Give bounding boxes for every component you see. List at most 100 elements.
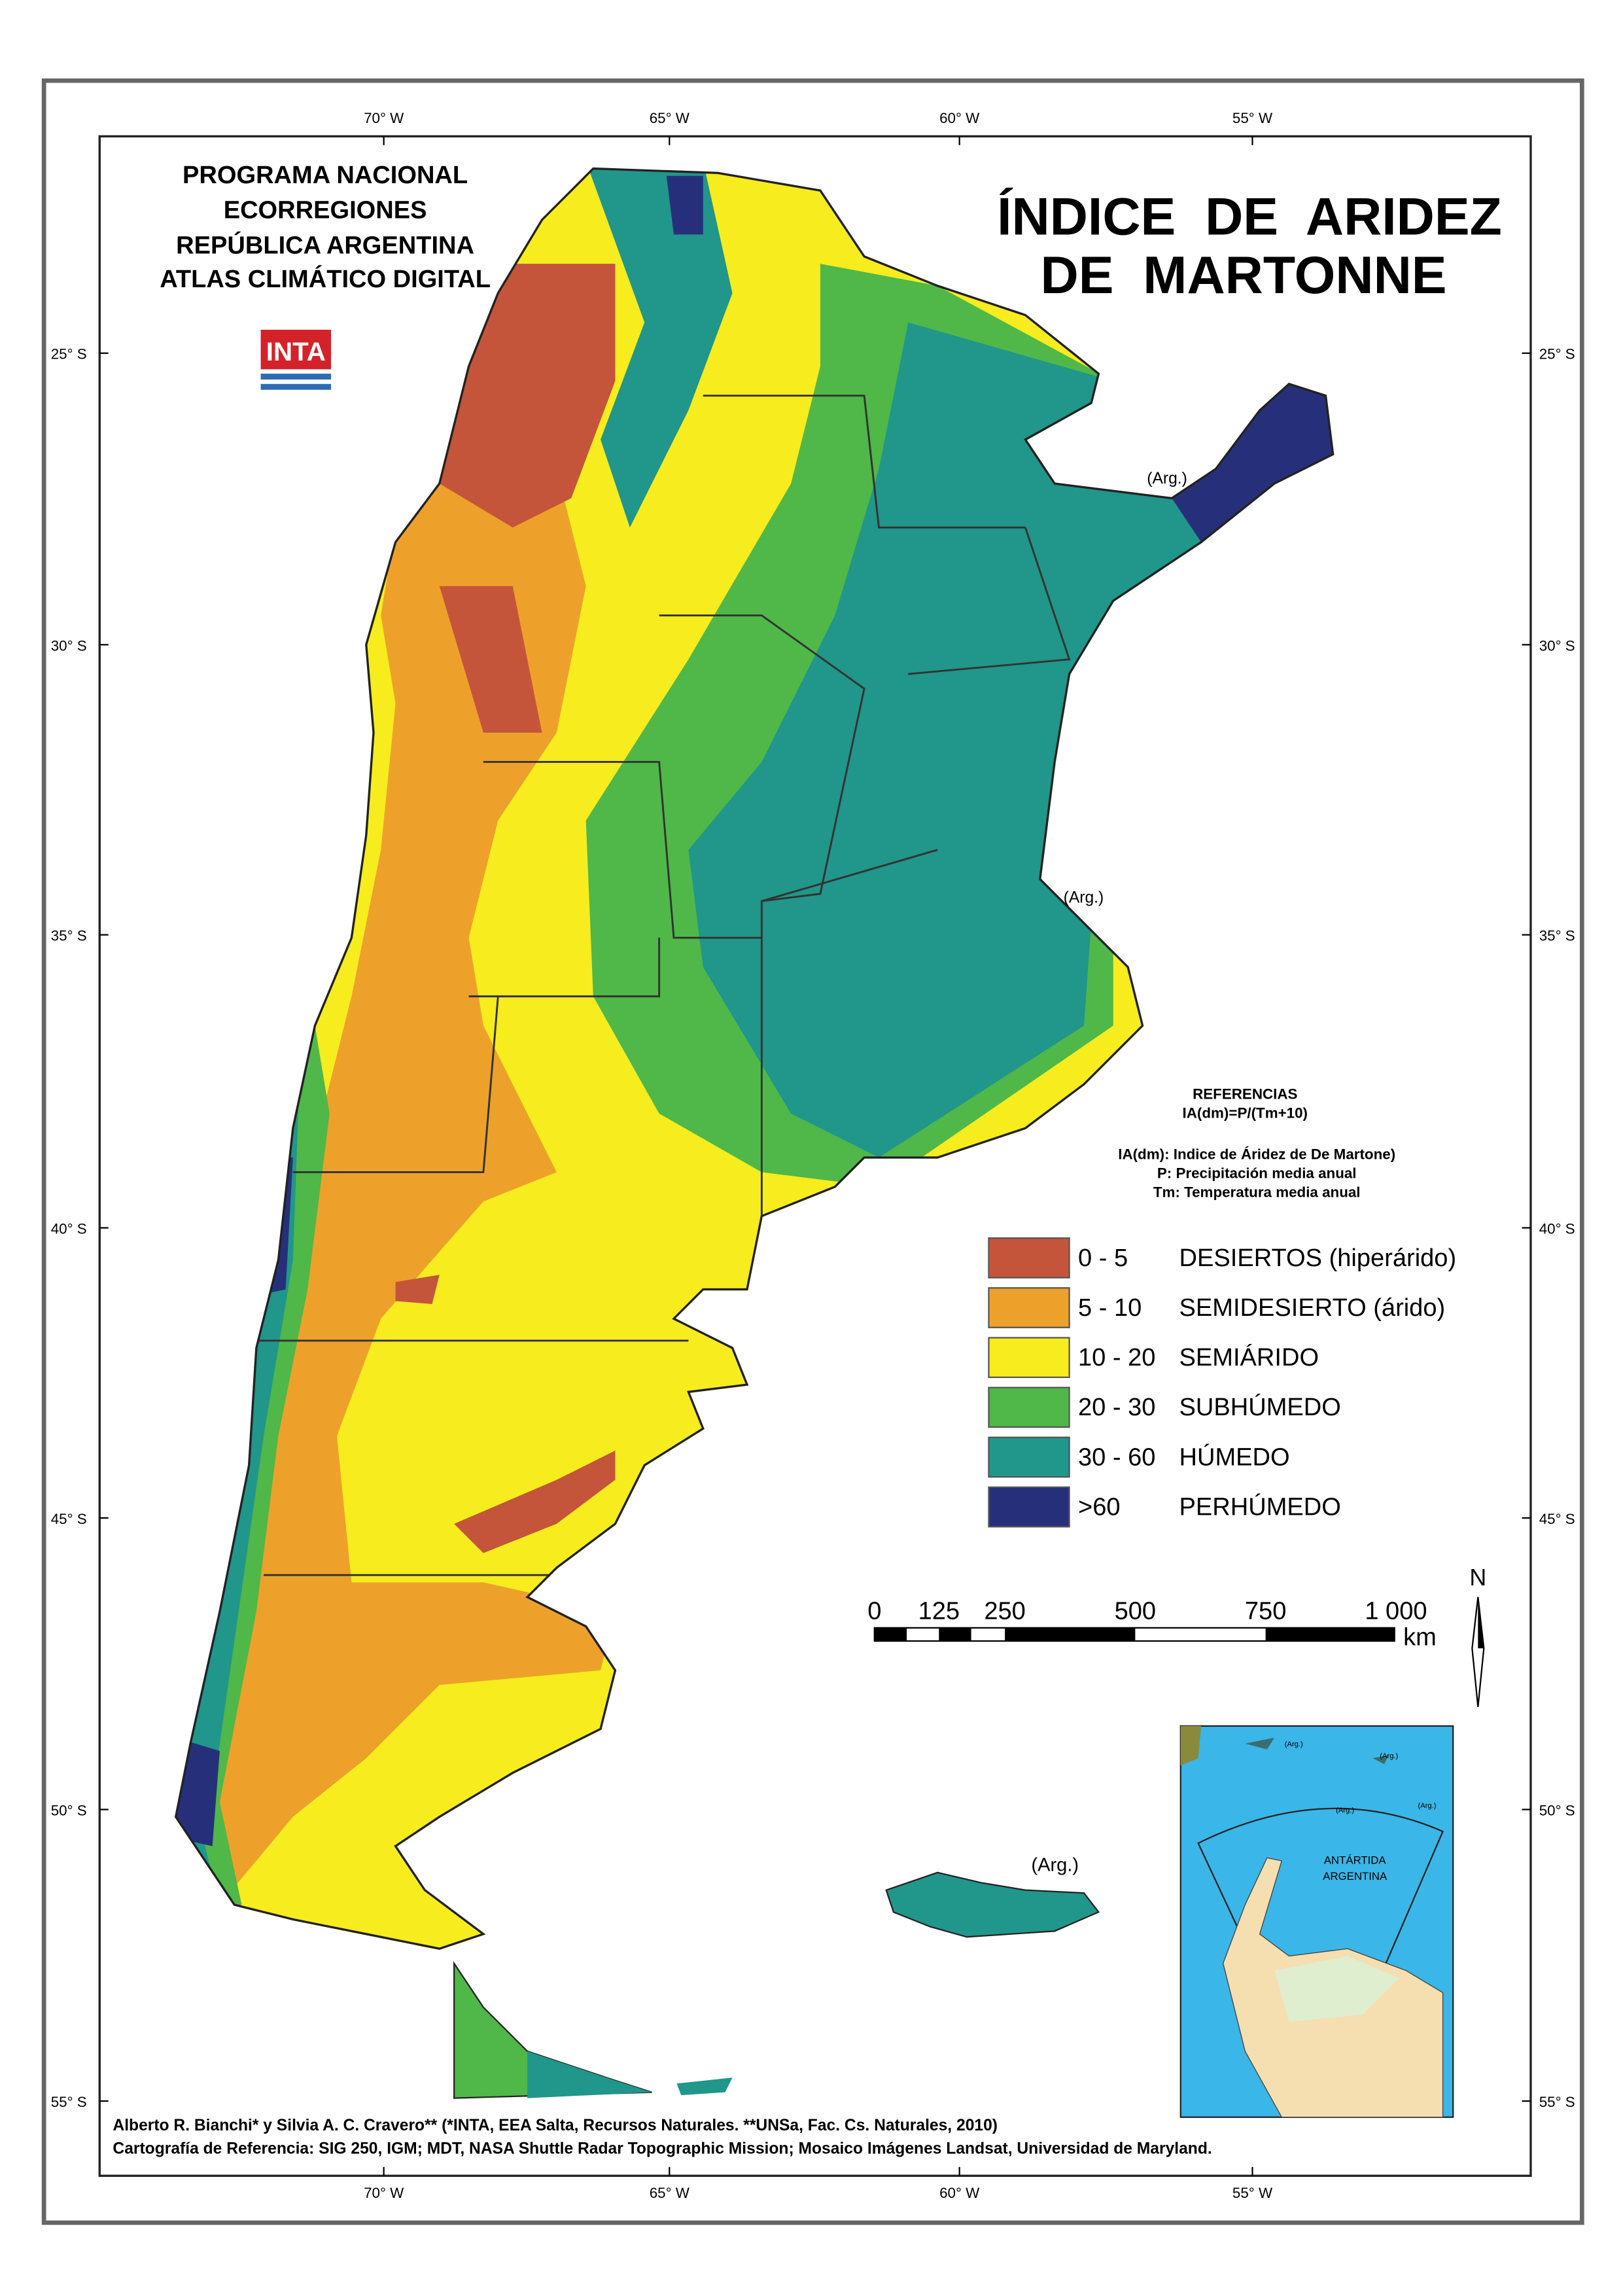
legend-swatch — [988, 1337, 1070, 1379]
legend-label: SEMIDESIERTO (árido) — [1179, 1294, 1446, 1322]
zone-desert — [395, 1275, 440, 1304]
header-line: ECORREGIONES — [224, 197, 427, 224]
legend-swatch — [988, 1436, 1070, 1478]
latitude-label: 40° S — [1539, 1220, 1575, 1237]
logo-stripe — [260, 383, 332, 390]
inset-island — [1372, 1755, 1389, 1765]
north-arrow: N — [1469, 1564, 1486, 1707]
credit-line: Cartografía de Referencia: SIG 250, IGM;… — [113, 2140, 1212, 2158]
scale-label: 125 — [918, 1597, 960, 1625]
latitude-label: 35° S — [51, 928, 87, 944]
credit-line: Alberto R. Bianchi* y Silvia A. C. Crave… — [113, 2117, 998, 2134]
zone-desert — [454, 1450, 616, 1553]
header-line: PROGRAMA NACIONAL — [183, 162, 468, 189]
references-note: IA(dm): Indice de Áridez de De Martone) — [1118, 1146, 1395, 1162]
inset-label: ARGENTINA — [1323, 1870, 1387, 1882]
legend-swatch — [988, 1486, 1070, 1528]
inset-label: ANTÁRTIDA — [1324, 1854, 1387, 1866]
latitude-label: 45° S — [1539, 1511, 1575, 1527]
north-label: N — [1469, 1564, 1486, 1591]
latitude-label: 30° S — [51, 637, 87, 654]
references-note: Tm: Temperatura media anual — [1153, 1184, 1361, 1201]
logo-stripe — [260, 374, 332, 380]
province-borders — [219, 395, 1071, 1576]
legend-swatch — [988, 1287, 1070, 1328]
inset-arg-label: (Arg.) — [1418, 1802, 1437, 1810]
map-label: (Arg.) — [1031, 1855, 1079, 1876]
legend-swatch — [988, 1386, 1070, 1428]
generated: 70° W 70° W 65° W 65° W 60° W 60° W 55° W 55° W… — [51, 110, 1575, 2201]
scale-segment — [874, 1627, 907, 1641]
scale-bar — [873, 1627, 1395, 1642]
logo-text: INTA — [266, 337, 326, 366]
latitude-label: 40° S — [51, 1220, 87, 1237]
latitude-label: 50° S — [1539, 1802, 1575, 1818]
longitude-label: 55° W — [1232, 2185, 1273, 2201]
longitude-label: 70° W — [364, 2185, 404, 2201]
map-label: (Arg.) — [1064, 889, 1104, 906]
scale-segment — [1005, 1627, 1136, 1641]
isla-de-los-estados — [676, 2077, 733, 2096]
scale-label: 500 — [1115, 1597, 1156, 1625]
malvinas — [885, 1871, 1100, 1938]
longitude-label: 60° W — [939, 110, 980, 126]
logo-box — [260, 329, 332, 370]
scale-label: 250 — [984, 1597, 1025, 1625]
zone-perhumid — [666, 175, 703, 235]
map-label: (Arg.) — [1147, 470, 1187, 487]
title-line: DE MARTONNE — [1041, 246, 1447, 305]
longitude-label: 70° W — [364, 110, 404, 126]
legend-label: SEMIÁRIDO — [1179, 1343, 1319, 1371]
scale-segment — [1265, 1627, 1395, 1641]
inset-island — [1245, 1737, 1275, 1750]
latitude-label: 55° S — [51, 2094, 87, 2110]
legend-range: 5 - 10 — [1078, 1294, 1142, 1322]
scale-label: 750 — [1245, 1597, 1286, 1625]
longitude-label: 60° W — [939, 2185, 980, 2201]
legend-range: 30 - 60 — [1078, 1443, 1155, 1471]
scale-segment — [939, 1627, 971, 1641]
legend-swatch — [988, 1237, 1070, 1279]
inset-arg-label: (Arg.) — [1380, 1752, 1398, 1760]
latitude-label: 25° S — [1539, 346, 1575, 362]
legend-label: DESIERTOS (hiperárido) — [1179, 1245, 1457, 1272]
legend-range: 20 - 30 — [1078, 1394, 1155, 1421]
coastline — [174, 167, 1335, 1950]
antarctica-inset: ANTÁRTIDA ARGENTINA (Arg.) (Arg.) (Arg.)… — [1179, 1725, 1454, 2118]
scale-unit: km — [1403, 1624, 1437, 1651]
legend-range: 0 - 5 — [1078, 1245, 1128, 1272]
references-formula: IA(dm)=P/(Tm+10) — [1183, 1105, 1308, 1122]
inset-continent-tip — [1180, 1725, 1202, 1766]
inset-sector — [1197, 1807, 1444, 2112]
references-note: P: Precipitación media anual — [1157, 1165, 1357, 1181]
scale-label: 1 000 — [1365, 1597, 1427, 1625]
zone-humid — [585, 168, 733, 528]
scale-label: 0 — [867, 1597, 881, 1625]
latitude-label: 55° S — [1539, 2094, 1575, 2110]
tierra-del-fuego-humid — [527, 2051, 652, 2098]
latitude-label: 30° S — [1539, 637, 1575, 654]
header-line: ATLAS CLIMÁTICO DIGITAL — [160, 264, 491, 293]
header-line: REPÚBLICA ARGENTINA — [176, 230, 474, 259]
references-heading: REFERENCIAS — [1193, 1086, 1297, 1102]
inset-arg-label: (Arg.) — [1336, 1807, 1354, 1814]
latitude-label: 35° S — [1539, 928, 1575, 944]
title-line: ÍNDICE DE ARIDEZ — [997, 186, 1502, 246]
inta-logo: INTA — [260, 329, 332, 390]
legend-label: PERHÚMEDO — [1179, 1492, 1341, 1521]
inset-ice-shelf — [1274, 1956, 1399, 2022]
zone-desert — [439, 586, 542, 733]
legend-label: HÚMEDO — [1179, 1443, 1290, 1471]
legend-label: SUBHÚMEDO — [1179, 1393, 1341, 1421]
longitude-label: 65° W — [650, 110, 690, 126]
zone-perhumid — [175, 1729, 220, 1846]
longitude-label: 65° W — [650, 2185, 690, 2201]
inset-arg-label: (Arg.) — [1285, 1740, 1303, 1748]
zone-humid — [688, 322, 1289, 1158]
latitude-label: 50° S — [51, 1802, 87, 1818]
legend-range: 10 - 20 — [1078, 1344, 1155, 1371]
latitude-label: 45° S — [51, 1511, 87, 1527]
latitude-label: 25° S — [51, 346, 87, 362]
